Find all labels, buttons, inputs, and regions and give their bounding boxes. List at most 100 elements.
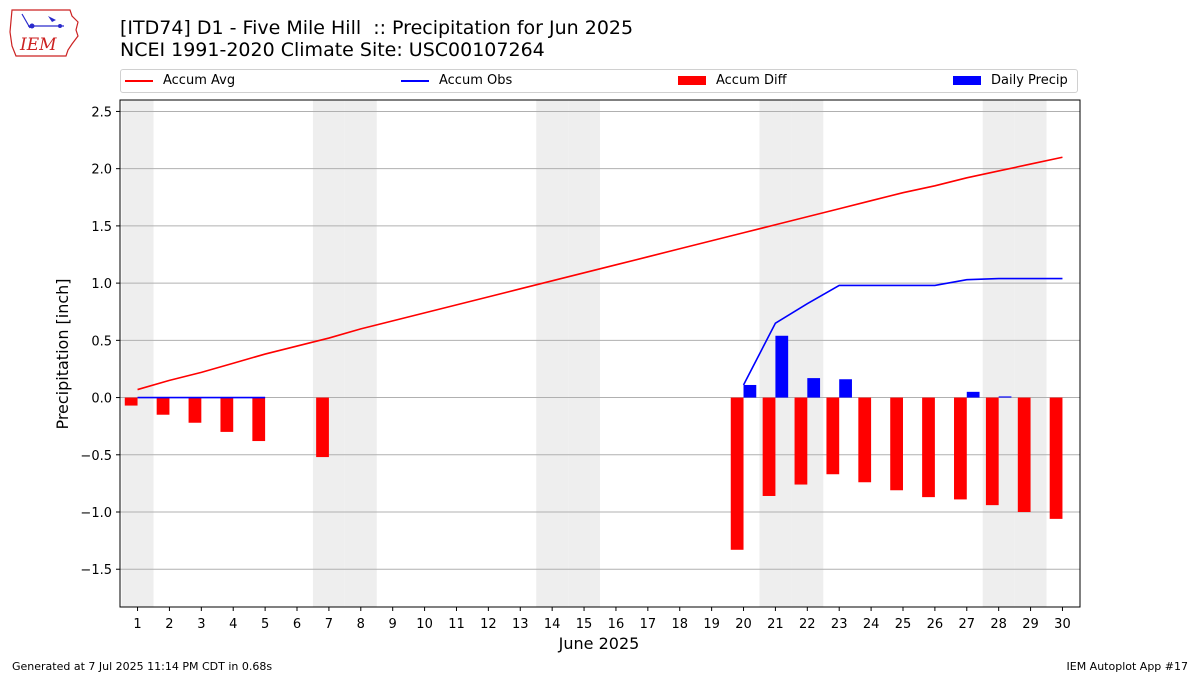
accum-diff-bar-day-3 — [188, 397, 202, 423]
x-tick-label: 8 — [357, 617, 365, 632]
iem-logo: IEM — [8, 6, 80, 60]
iowa-map-logo-icon — [9, 9, 79, 57]
accum-diff-bar-day-29 — [1017, 397, 1031, 513]
x-tick-label: 10 — [416, 617, 433, 632]
legend-swatch-daily-precip — [953, 76, 981, 85]
weekend-shade-day-15 — [568, 100, 600, 607]
x-tick-label: 1 — [133, 617, 141, 632]
y-axis: −1.5 −1.0 −0.5 0.0 0.5 1.0 1.5 2.0 2.5 — [80, 105, 120, 578]
accum-diff-bar-day-27 — [954, 397, 967, 500]
x-tick-label: 26 — [927, 617, 944, 632]
x-tick-label: 19 — [703, 617, 720, 632]
accum-obs-line — [742, 277, 1063, 386]
daily-precip-bar-day-22 — [807, 378, 821, 398]
daily-precip-bar-day-27 — [966, 391, 980, 398]
x-tick-label: 6 — [293, 617, 301, 632]
weekend-shade-day-28 — [982, 100, 1015, 607]
accum-diff-bar-day-20 — [730, 397, 744, 550]
x-tick-label: 16 — [608, 617, 625, 632]
x-tick-label: 5 — [261, 617, 269, 632]
accum-avg-line — [137, 156, 1063, 391]
x-tick-label: 20 — [735, 617, 752, 632]
footer-generated: Generated at 7 Jul 2025 11:14 PM CDT in … — [12, 660, 273, 673]
accum-diff-bar-day-2 — [156, 397, 170, 415]
accum-diff-bar-day-25 — [890, 397, 903, 491]
logo-text: IEM — [20, 35, 57, 55]
daily-precip-bar-day-23 — [839, 379, 852, 398]
x-tick-label: 28 — [990, 617, 1007, 632]
weekend-shade-day-7 — [312, 100, 345, 607]
accum-diff-bar-day-23 — [826, 397, 840, 475]
x-tick-label: 9 — [389, 617, 397, 632]
chart-legend: Accum Avg Accum Obs Accum Diff Daily Pre… — [120, 69, 1078, 93]
x-tick-label: 12 — [480, 617, 497, 632]
x-axis: 1 2 3 4 5 6 7 8 9 10 11 12 13 14 15 16 17 18 19 20 21 22 23 24 2… — [133, 607, 1071, 632]
daily-precip-bar-day-28 — [998, 396, 1012, 398]
x-tick-label: 22 — [799, 617, 816, 632]
x-tick-label: 13 — [512, 617, 529, 632]
x-tick-label: 27 — [959, 617, 976, 632]
weekend-shade-day-1 — [121, 100, 154, 607]
x-tick-label: 3 — [197, 617, 205, 632]
legend-swatch-accum-obs — [401, 79, 429, 82]
legend-label-daily-precip: Daily Precip — [991, 73, 1068, 88]
legend-label-accum-obs: Accum Obs — [439, 73, 513, 88]
grid-lines — [120, 110, 1080, 570]
accum-diff-bar-day-26 — [922, 397, 935, 498]
y-tick-label: 2.0 — [91, 163, 112, 178]
x-tick-label: 30 — [1054, 617, 1071, 632]
legend-item-accum-avg: Accum Avg — [125, 73, 235, 89]
legend-label-accum-diff: Accum Diff — [716, 73, 787, 88]
x-tick-label: 11 — [448, 617, 465, 632]
x-tick-label: 4 — [229, 617, 237, 632]
accum-diff-bar-day-21 — [762, 397, 776, 496]
y-tick-label: 1.5 — [91, 220, 112, 235]
y-tick-label: −1.0 — [80, 506, 112, 521]
accum-diff-bar-day-24 — [858, 397, 872, 483]
accum-diff-bar-day-22 — [794, 397, 808, 485]
weekend-shade-day-8 — [344, 100, 377, 607]
accum-diff-bar-day-5 — [252, 397, 266, 442]
chart-title: [ITD74] D1 - Five Mile Hill :: Precipita… — [120, 17, 634, 39]
daily-precip-bar-day-20 — [743, 384, 757, 398]
daily-precip-bar-day-21 — [775, 335, 789, 398]
x-tick-label: 23 — [831, 617, 848, 632]
x-tick-label: 25 — [895, 617, 912, 632]
legend-item-accum-diff: Accum Diff — [678, 73, 787, 89]
y-tick-label: 0.5 — [91, 334, 112, 349]
x-tick-label: 17 — [640, 617, 657, 632]
lines — [137, 156, 1063, 399]
weekend-shade-day-22 — [791, 100, 824, 607]
legend-swatch-accum-diff — [678, 76, 706, 85]
chart-subtitle: NCEI 1991-2020 Climate Site: USC00107264 — [120, 39, 545, 61]
y-axis-label: Precipitation [inch] — [53, 278, 72, 429]
x-tick-label: 21 — [767, 617, 784, 632]
accum-diff-bar-day-28 — [985, 397, 999, 506]
plot-frame — [119, 99, 1081, 608]
accum-diff-bar-day-30 — [1049, 397, 1063, 519]
legend-swatch-accum-avg — [125, 79, 153, 82]
x-tick-label: 18 — [671, 617, 688, 632]
legend-label-accum-avg: Accum Avg — [163, 73, 236, 88]
x-tick-label: 29 — [1022, 617, 1039, 632]
x-tick-label: 7 — [325, 617, 333, 632]
accum-diff-bar-day-4 — [220, 397, 234, 432]
legend-item-daily-precip: Daily Precip — [953, 73, 1068, 89]
accum-diff-bar-day-7 — [316, 397, 329, 458]
x-tick-label: 24 — [863, 617, 880, 632]
x-tick-label: 14 — [544, 617, 561, 632]
y-tick-label: 1.0 — [91, 277, 112, 292]
x-tick-label: 2 — [165, 617, 173, 632]
y-tick-label: 0.0 — [91, 392, 112, 407]
x-tick-label: 15 — [576, 617, 593, 632]
x-axis-label: June 2025 — [558, 634, 640, 653]
footer-app: IEM Autoplot App #17 — [1066, 660, 1189, 673]
weekend-shade-day-29 — [1014, 100, 1047, 607]
y-tick-label: −0.5 — [80, 449, 112, 464]
y-tick-label: 2.5 — [91, 105, 112, 120]
weekend-shade-day-14 — [536, 100, 569, 607]
y-tick-label: −1.5 — [80, 563, 112, 578]
bars — [124, 335, 1063, 550]
weekend-shading — [121, 100, 1047, 607]
